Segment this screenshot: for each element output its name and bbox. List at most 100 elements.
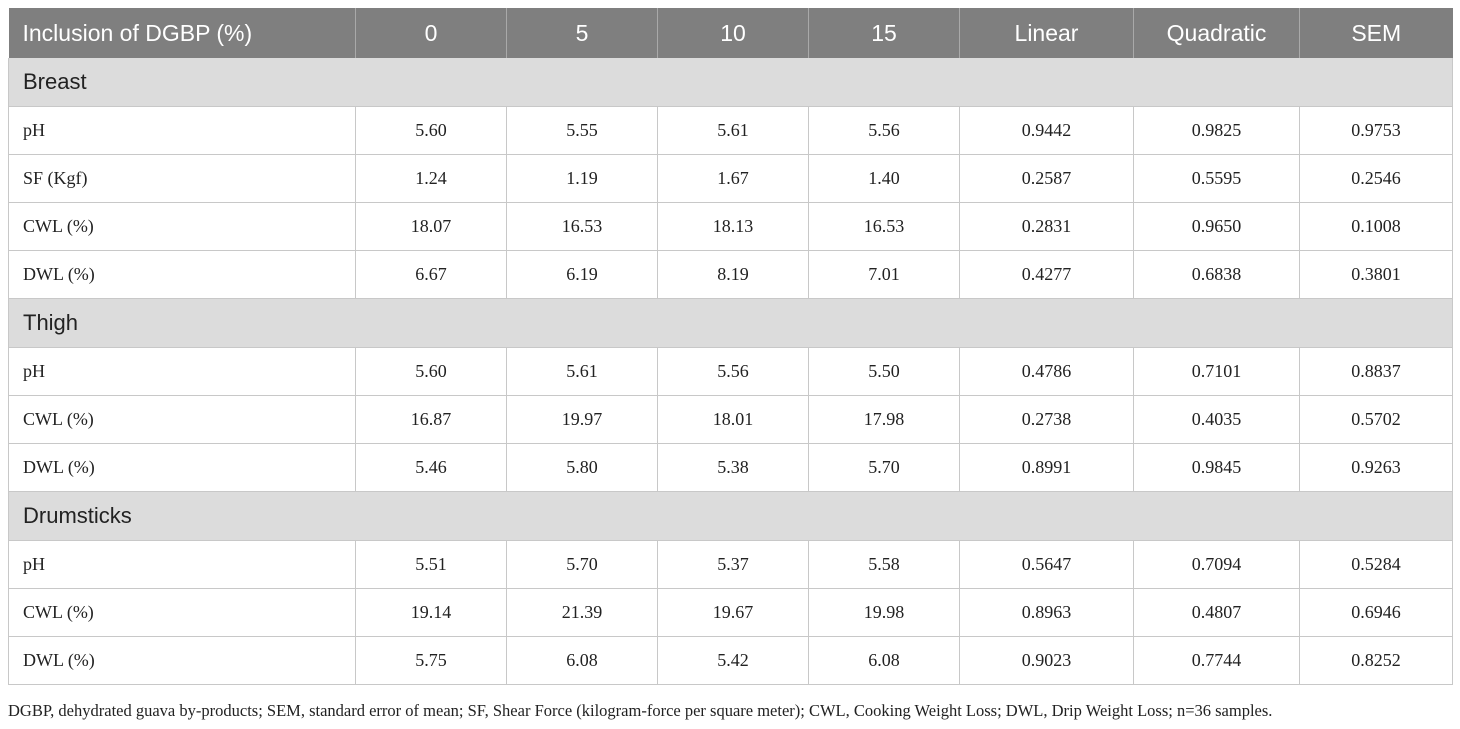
table-row: CWL (%) 19.14 21.39 19.67 19.98 0.8963 0.4807 0… <box>8 588 1453 637</box>
table-row: DWL (%) 5.75 6.08 5.42 6.08 0.9023 0.7744 0.825… <box>8 636 1453 685</box>
table-cell: 0.9753 <box>1299 106 1453 155</box>
table-cell: 0.2546 <box>1299 154 1453 203</box>
table-cell: 0.7094 <box>1133 540 1300 589</box>
row-label: SF (Kgf) <box>8 154 356 203</box>
table-header: Inclusion of DGBP (%) 0 5 10 15 Linear Q… <box>8 8 1453 58</box>
table-row: pH 5.60 5.61 5.56 5.50 0.4786 0.7101 0.8837 <box>8 347 1453 396</box>
table-cell: 7.01 <box>808 250 960 299</box>
section-row: Thigh <box>8 298 1453 348</box>
table-cell: 6.19 <box>506 250 658 299</box>
header-row: Inclusion of DGBP (%) 0 5 10 15 Linear Q… <box>8 8 1453 58</box>
table-cell: 1.67 <box>657 154 809 203</box>
table-cell: 5.46 <box>355 443 507 492</box>
section-row: Breast <box>8 58 1453 107</box>
table-cell: 8.19 <box>657 250 809 299</box>
table-cell: 0.1008 <box>1299 202 1453 251</box>
table-cell: 0.3801 <box>1299 250 1453 299</box>
table-cell: 5.56 <box>657 347 809 396</box>
table-cell: 19.14 <box>355 588 507 637</box>
table-cell: 0.8252 <box>1299 636 1453 685</box>
table-cell: 5.70 <box>808 443 960 492</box>
table-row: pH 5.60 5.55 5.61 5.56 0.9442 0.9825 0.9753 <box>8 106 1453 155</box>
table-row: DWL (%) 5.46 5.80 5.38 5.70 0.8991 0.9845 0.926… <box>8 443 1453 492</box>
section-title: Drumsticks <box>8 491 1453 541</box>
row-label: DWL (%) <box>8 443 356 492</box>
table-cell: 0.5595 <box>1133 154 1300 203</box>
table-cell: 0.5284 <box>1299 540 1453 589</box>
table-cell: 5.75 <box>355 636 507 685</box>
table-cell: 18.01 <box>657 395 809 444</box>
header-cell: Quadratic <box>1133 8 1300 58</box>
header-cell: Linear <box>959 8 1134 58</box>
table-cell: 21.39 <box>506 588 658 637</box>
table-cell: 0.9825 <box>1133 106 1300 155</box>
table-cell: 0.9650 <box>1133 202 1300 251</box>
table-cell: 5.51 <box>355 540 507 589</box>
row-label: CWL (%) <box>8 202 356 251</box>
header-cell: 15 <box>808 8 960 58</box>
table-cell: 1.24 <box>355 154 507 203</box>
table-cell: 0.8991 <box>959 443 1134 492</box>
table-cell: 5.38 <box>657 443 809 492</box>
table-cell: 6.67 <box>355 250 507 299</box>
header-cell: 5 <box>506 8 658 58</box>
row-label: DWL (%) <box>8 250 356 299</box>
section-title: Thigh <box>8 298 1453 348</box>
table-cell: 16.53 <box>506 202 658 251</box>
table-cell: 5.37 <box>657 540 809 589</box>
results-table: Inclusion of DGBP (%) 0 5 10 15 Linear Q… <box>8 8 1453 685</box>
header-cell: 0 <box>355 8 507 58</box>
table-cell: 0.7744 <box>1133 636 1300 685</box>
table-cell: 6.08 <box>506 636 658 685</box>
table-cell: 16.53 <box>808 202 960 251</box>
table-row: DWL (%) 6.67 6.19 8.19 7.01 0.4277 0.6838 0.380… <box>8 250 1453 299</box>
table-cell: 5.42 <box>657 636 809 685</box>
table-cell: 5.60 <box>355 106 507 155</box>
table-cell: 0.8963 <box>959 588 1134 637</box>
table-cell: 1.19 <box>506 154 658 203</box>
table-cell: 5.70 <box>506 540 658 589</box>
table-cell: 0.5702 <box>1299 395 1453 444</box>
table-cell: 0.4277 <box>959 250 1134 299</box>
table-cell: 5.55 <box>506 106 658 155</box>
row-label: CWL (%) <box>8 395 356 444</box>
section-row: Drumsticks <box>8 491 1453 541</box>
table-cell: 0.9442 <box>959 106 1134 155</box>
table-cell: 0.9263 <box>1299 443 1453 492</box>
table-footnote: DGBP, dehydrated guava by-products; SEM,… <box>8 701 1273 720</box>
table-cell: 18.13 <box>657 202 809 251</box>
table-cell: 5.50 <box>808 347 960 396</box>
table-cell: 0.6946 <box>1299 588 1453 637</box>
table-cell: 5.58 <box>808 540 960 589</box>
table-body: Breast pH 5.60 5.55 5.61 5.56 0.9442 0.9825 0.97… <box>8 58 1453 685</box>
table-cell: 5.56 <box>808 106 960 155</box>
row-label: pH <box>8 347 356 396</box>
table-row: pH 5.51 5.70 5.37 5.58 0.5647 0.7094 0.5284 <box>8 540 1453 589</box>
table-cell: 19.97 <box>506 395 658 444</box>
section-title: Breast <box>8 58 1453 107</box>
table-cell: 16.87 <box>355 395 507 444</box>
header-cell: 10 <box>657 8 809 58</box>
table-cell: 5.61 <box>657 106 809 155</box>
table-cell: 6.08 <box>808 636 960 685</box>
table-cell: 19.67 <box>657 588 809 637</box>
table-cell: 5.61 <box>506 347 658 396</box>
table-cell: 0.5647 <box>959 540 1134 589</box>
table-cell: 0.4807 <box>1133 588 1300 637</box>
table-row: SF (Kgf) 1.24 1.19 1.67 1.40 0.2587 0.5595 0.25… <box>8 154 1453 203</box>
header-cell: Inclusion of DGBP (%) <box>8 8 356 58</box>
table-cell: 0.9845 <box>1133 443 1300 492</box>
table-cell: 1.40 <box>808 154 960 203</box>
table-cell: 17.98 <box>808 395 960 444</box>
table-cell: 0.4035 <box>1133 395 1300 444</box>
header-cell: SEM <box>1299 8 1453 58</box>
table-cell: 0.7101 <box>1133 347 1300 396</box>
table-row: CWL (%) 18.07 16.53 18.13 16.53 0.2831 0.9650 0… <box>8 202 1453 251</box>
table-cell: 0.2738 <box>959 395 1134 444</box>
table-cell: 0.4786 <box>959 347 1134 396</box>
table-cell: 0.2831 <box>959 202 1134 251</box>
table-row: CWL (%) 16.87 19.97 18.01 17.98 0.2738 0.4035 0… <box>8 395 1453 444</box>
row-label: pH <box>8 540 356 589</box>
table-cell: 18.07 <box>355 202 507 251</box>
table-cell: 0.2587 <box>959 154 1134 203</box>
